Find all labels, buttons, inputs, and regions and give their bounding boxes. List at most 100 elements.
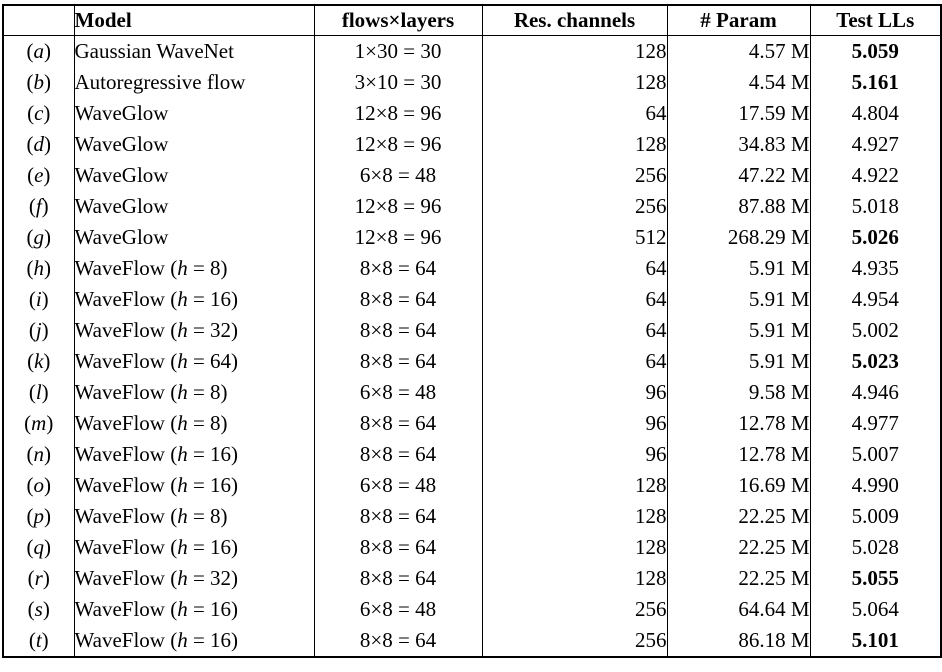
test-lls-cell: 5.023: [809, 346, 941, 377]
model-h-variable: h: [177, 256, 188, 280]
model-h-variable: h: [177, 535, 188, 559]
res-channels-cell: 128: [481, 35, 667, 67]
header-res-channels: Res. channels: [481, 5, 667, 36]
model-h-variable: h: [177, 318, 188, 342]
label-close-paren: ): [44, 442, 51, 466]
table-header: Model flows×layers Res. channels # Param…: [3, 5, 941, 36]
header-row-label: [3, 5, 74, 36]
table-row: (b) Autoregressive flow 3×10 = 30 128 4.…: [3, 67, 941, 98]
model-h-value: = 16): [187, 473, 239, 497]
table-row: (o) WaveFlow (h = 16) 6×8 = 48 128 16.69…: [3, 470, 941, 501]
num-param-cell: 86.18 M: [666, 625, 810, 657]
table-body: (a) Gaussian WaveNet 1×30 = 30 128 4.57 …: [3, 35, 941, 657]
test-lls-cell: 5.059: [809, 35, 941, 67]
model-name: WaveFlow (: [74, 349, 178, 373]
model-name: WaveFlow (: [74, 597, 178, 621]
num-param-cell: 17.59 M: [666, 98, 810, 129]
model-h-value: = 8): [187, 380, 228, 404]
model-h-value: = 8): [187, 504, 228, 528]
num-param-cell: 9.58 M: [666, 377, 810, 408]
label-letter: c: [34, 101, 44, 125]
table-row: (c) WaveGlow 12×8 = 96 64 17.59 M 4.804: [3, 98, 941, 129]
row-label-cell: (p): [3, 501, 74, 532]
label-letter: t: [35, 628, 42, 652]
model-h-variable: h: [177, 597, 188, 621]
model-name: WaveGlow: [74, 194, 169, 218]
res-channels-cell: 128: [481, 129, 667, 160]
model-name: WaveGlow: [74, 225, 169, 249]
table-row: (s) WaveFlow (h = 16) 6×8 = 48 256 64.64…: [3, 594, 941, 625]
row-label-cell: (b): [3, 67, 74, 98]
model-cell: WaveFlow (h = 32): [73, 315, 314, 346]
model-name: WaveGlow: [74, 163, 169, 187]
model-h-variable: h: [177, 442, 188, 466]
row-label-cell: (o): [3, 470, 74, 501]
label-close-paren: ): [41, 318, 49, 342]
model-h-value: = 16): [187, 597, 239, 621]
label-open-paren: (: [28, 194, 36, 218]
label-close-paren: ): [44, 535, 51, 559]
res-channels-cell: 96: [481, 408, 667, 439]
res-channels-cell: 256: [481, 191, 667, 222]
test-lls-cell: 5.064: [809, 594, 941, 625]
row-label-cell: (l): [3, 377, 74, 408]
label-open-paren: (: [26, 256, 34, 280]
num-param-cell: 5.91 M: [666, 284, 810, 315]
model-name: WaveFlow (: [74, 442, 178, 466]
model-name: WaveFlow (: [74, 411, 178, 435]
model-cell: WaveGlow: [73, 222, 314, 253]
model-name: WaveFlow (: [74, 628, 178, 652]
model-name: WaveFlow (: [74, 504, 178, 528]
res-channels-cell: 128: [481, 501, 667, 532]
model-cell: WaveFlow (h = 32): [73, 563, 314, 594]
res-channels-cell: 256: [481, 625, 667, 657]
label-open-paren: (: [28, 318, 36, 342]
label-open-paren: (: [27, 101, 35, 125]
row-label-cell: (q): [3, 532, 74, 563]
label-open-paren: (: [26, 132, 34, 156]
label-letter: k: [34, 349, 44, 373]
num-param-cell: 87.88 M: [666, 191, 810, 222]
label-open-paren: (: [26, 504, 34, 528]
model-h-value: = 8): [187, 256, 228, 280]
row-label-cell: (f): [3, 191, 74, 222]
label-close-paren: ): [43, 101, 51, 125]
label-close-paren: ): [43, 349, 51, 373]
res-channels-cell: 64: [481, 253, 667, 284]
model-h-value: = 16): [187, 442, 239, 466]
label-open-paren: (: [26, 39, 34, 63]
num-param-cell: 22.25 M: [666, 563, 810, 594]
row-label-cell: (r): [3, 563, 74, 594]
flows-layers-cell: 8×8 = 64: [313, 501, 482, 532]
model-name: WaveFlow (: [74, 535, 178, 559]
flows-layers-cell: 12×8 = 96: [313, 222, 482, 253]
res-channels-cell: 128: [481, 532, 667, 563]
row-label-cell: (k): [3, 346, 74, 377]
label-open-paren: (: [26, 473, 34, 497]
model-name: WaveGlow: [74, 132, 169, 156]
test-lls-cell: 5.007: [809, 439, 941, 470]
test-lls-cell: 5.101: [809, 625, 941, 657]
header-test-lls: Test LLs: [809, 5, 941, 36]
row-label-cell: (a): [3, 36, 74, 68]
res-channels-cell: 64: [481, 284, 667, 315]
model-h-value: = 16): [187, 287, 239, 311]
label-close-paren: ): [43, 163, 51, 187]
model-name: Autoregressive flow: [74, 70, 246, 94]
label-letter: r: [34, 566, 43, 590]
label-letter: b: [33, 70, 45, 94]
model-h-variable: h: [177, 349, 188, 373]
num-param-cell: 5.91 M: [666, 315, 810, 346]
model-h-value: = 16): [187, 535, 239, 559]
label-close-paren: ): [44, 473, 51, 497]
res-channels-cell: 256: [481, 594, 667, 625]
row-label-cell: (g): [3, 222, 74, 253]
model-h-variable: h: [177, 473, 188, 497]
label-letter: i: [35, 287, 42, 311]
model-name: WaveFlow (: [74, 287, 178, 311]
label-open-paren: (: [26, 70, 34, 94]
num-param-cell: 12.78 M: [666, 408, 810, 439]
label-close-paren: ): [44, 39, 51, 63]
header-row: Model flows×layers Res. channels # Param…: [3, 5, 941, 36]
table-row: (j) WaveFlow (h = 32) 8×8 = 64 64 5.91 M…: [3, 315, 941, 346]
